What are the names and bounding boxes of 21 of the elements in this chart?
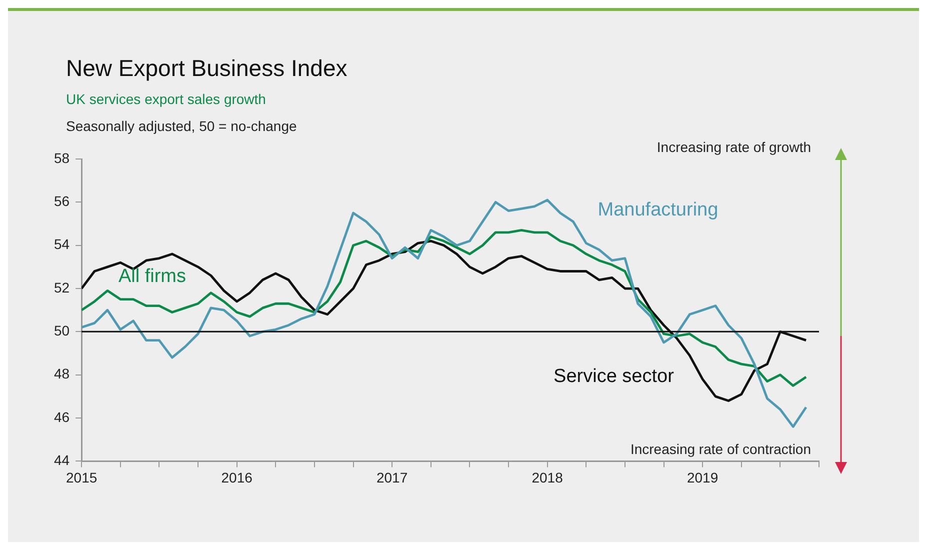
y-tick-label: 54	[54, 236, 70, 252]
x-tick-label: 2015	[66, 469, 98, 486]
x-tick-label: 2019	[686, 469, 718, 486]
annotation: Increasing rate of contraction	[630, 441, 811, 457]
series-label: All firms	[118, 266, 186, 288]
y-tick-label: 50	[54, 322, 70, 339]
series-label: Manufacturing	[598, 200, 718, 221]
series-label: Service sector	[554, 366, 675, 387]
chart-subtitle: UK services export sales growth	[66, 91, 266, 107]
y-tick-label: 56	[54, 193, 70, 210]
y-tick-label: 46	[54, 408, 70, 425]
x-tick-label: 2016	[221, 469, 253, 486]
y-tick-label: 48	[54, 366, 70, 382]
y-axis-title: Seasonally adjusted, 50 = no-change	[66, 118, 297, 134]
x-tick-label: 2017	[376, 469, 408, 486]
text: Increasing rate of growth	[656, 139, 811, 155]
y-tick-label: 52	[54, 279, 70, 296]
x-tick-label: 2018	[532, 469, 564, 486]
chart-title: New Export Business Index	[66, 55, 348, 82]
y-tick-label: 58	[54, 150, 70, 166]
y-tick-label: 44	[54, 452, 70, 468]
